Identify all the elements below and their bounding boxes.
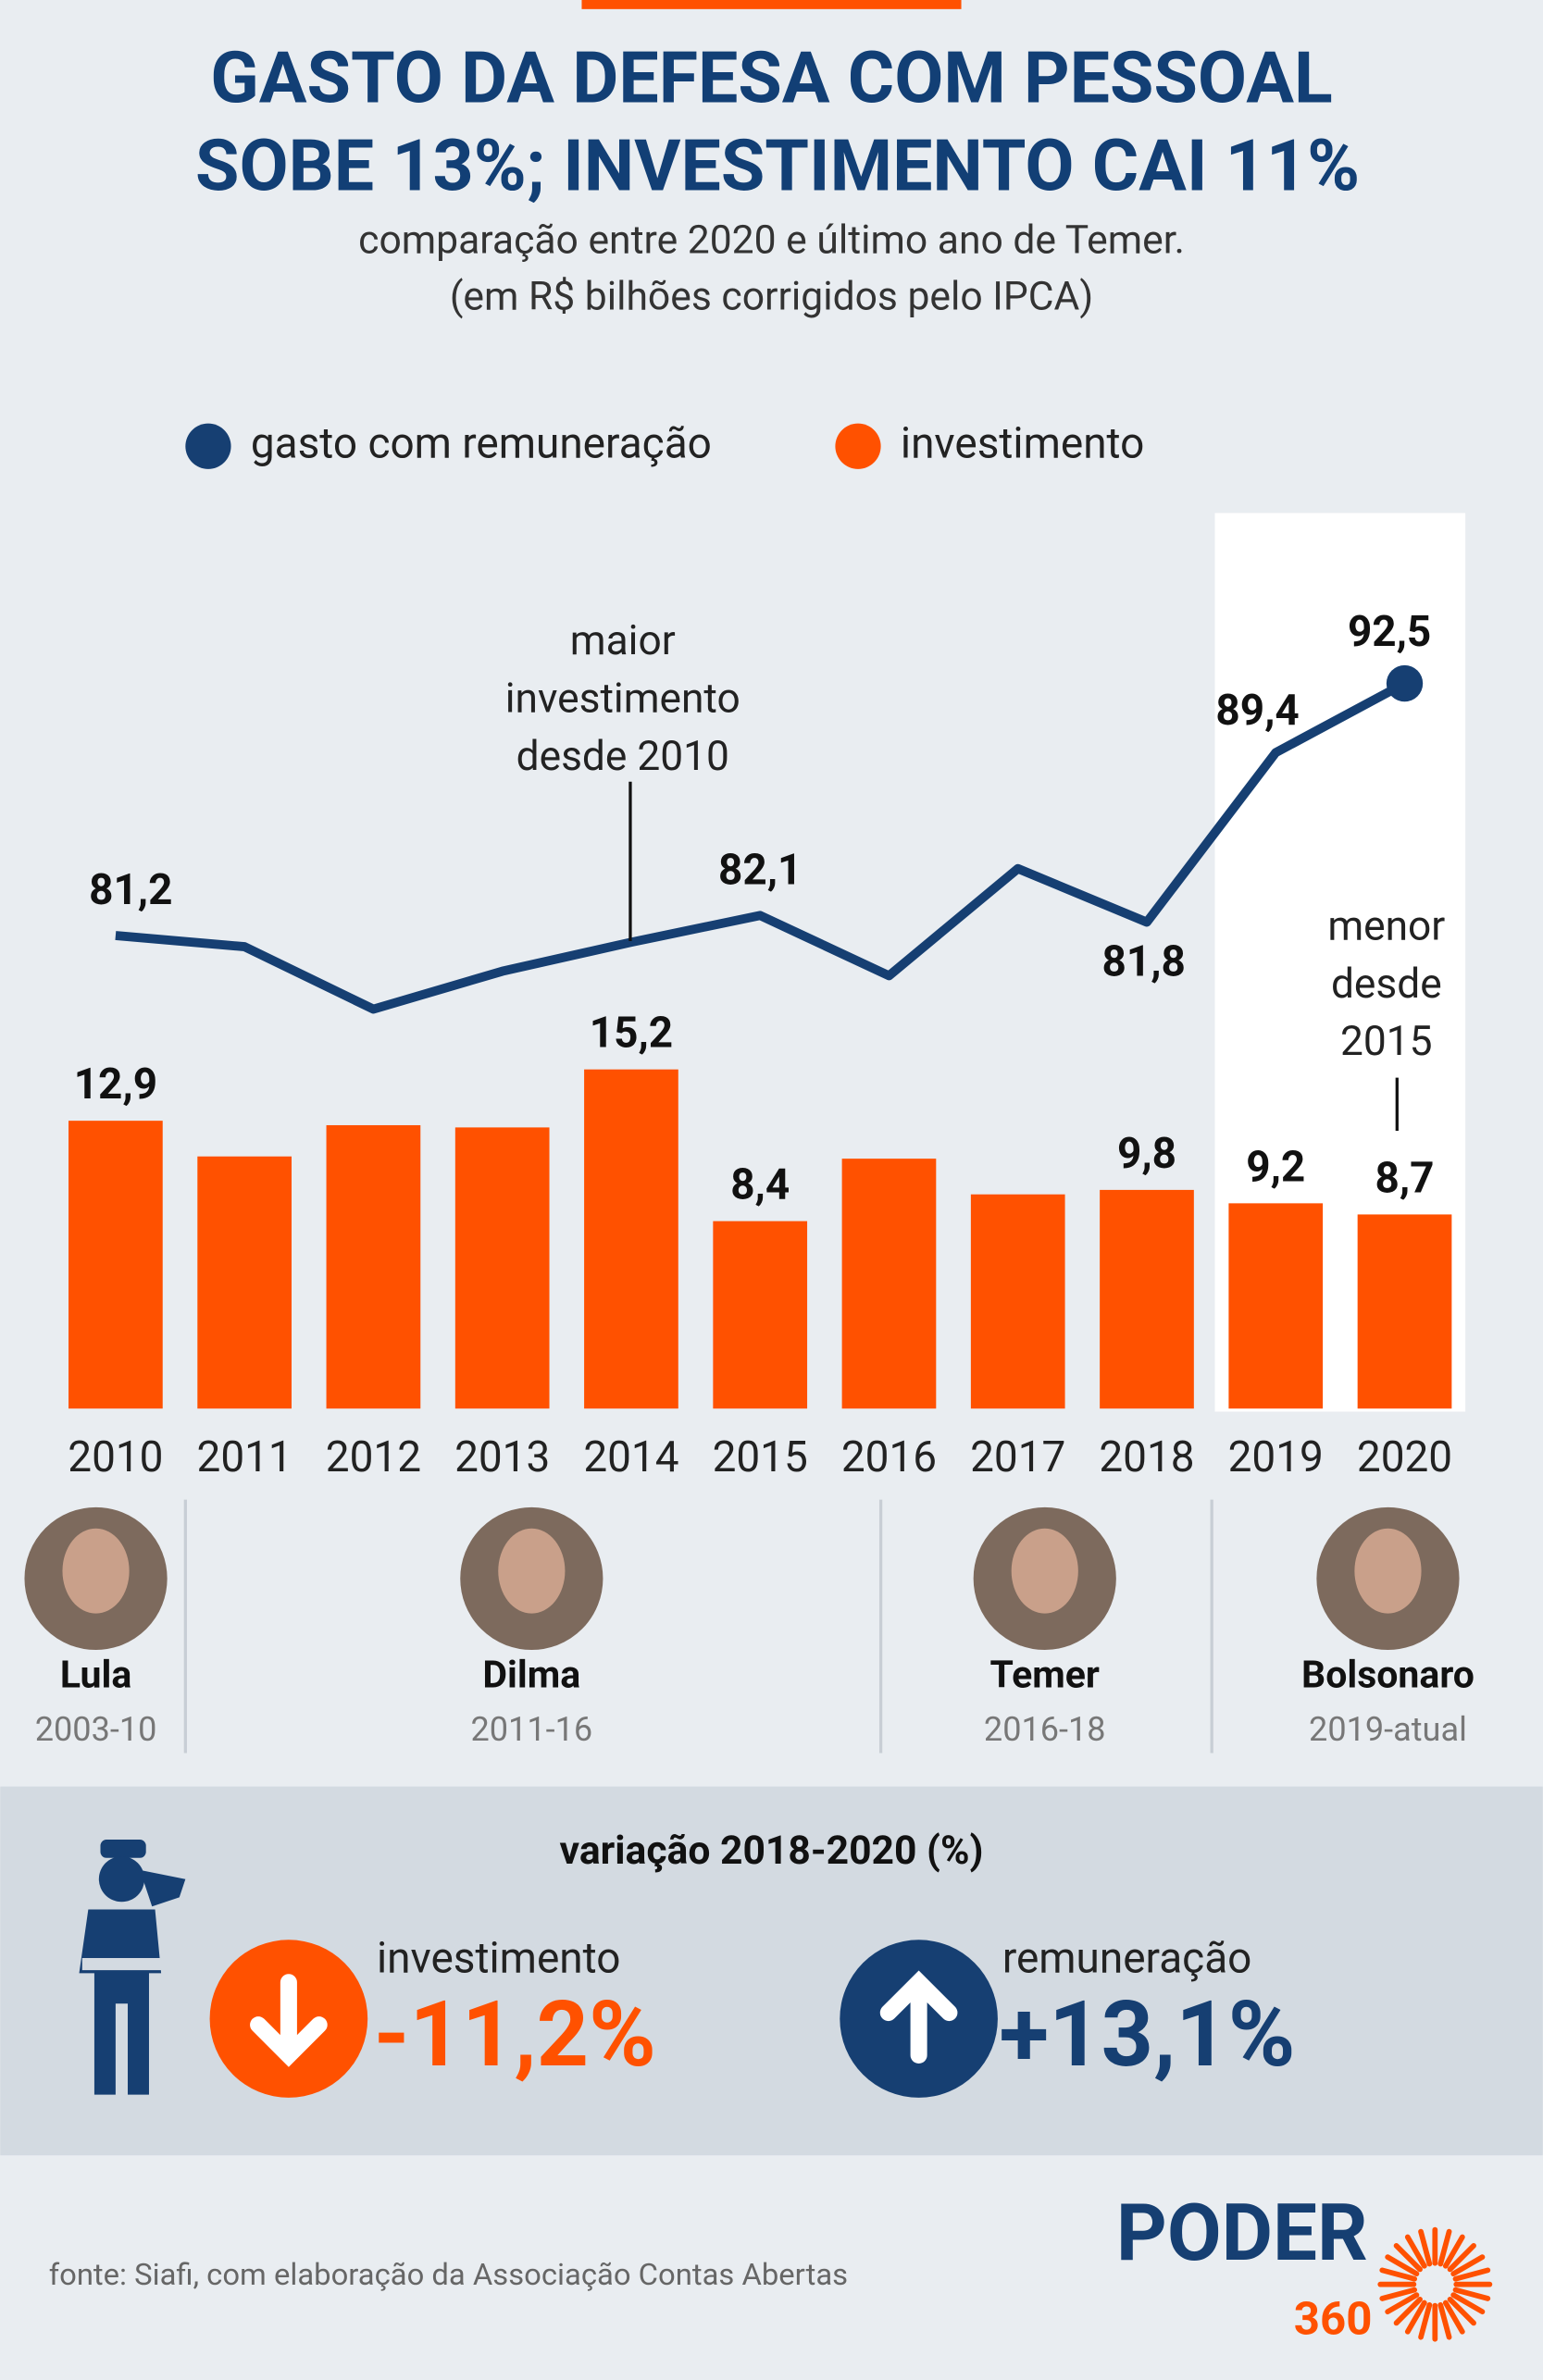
logo-ray [1379, 2287, 1418, 2301]
bar-value-label: 9,2 [1246, 1142, 1305, 1192]
logo-ray [1385, 2254, 1420, 2277]
annotation-text: desde 2010 [516, 732, 729, 780]
variation-label: remuneração [1002, 1933, 1252, 1983]
president-photo-face [1011, 1528, 1078, 1614]
annotation-text: maior [570, 616, 676, 664]
logo-ray [1442, 2234, 1465, 2269]
x-tick-label: 2017 [970, 1432, 1065, 1482]
x-tick-label: 2011 [197, 1432, 292, 1482]
logo-ray [1447, 2297, 1476, 2326]
x-tick-label: 2020 [1357, 1432, 1452, 1482]
legend-swatch [185, 423, 231, 469]
line-value-label: 82,1 [718, 846, 802, 896]
logo-ray [1404, 2299, 1427, 2335]
subtitle-line: comparação entre 2020 e último ano de Te… [358, 217, 1185, 264]
bar [1357, 1214, 1452, 1409]
title-line: SOBE 13%; INVESTIMENTO CAI 11% [195, 124, 1360, 208]
x-tick-label: 2016 [841, 1432, 937, 1482]
bar-value-label: 8,4 [730, 1160, 790, 1210]
bar [584, 1069, 678, 1409]
logo-sun [1377, 2226, 1493, 2342]
line-value-label: 92,5 [1348, 607, 1431, 657]
bar-value-label: 9,8 [1117, 1129, 1176, 1179]
president-name: Lula [60, 1653, 131, 1697]
x-tick-label: 2013 [454, 1432, 550, 1482]
x-tick-label: 2014 [583, 1432, 678, 1482]
variation-value: -11,2% [374, 1982, 656, 2089]
president-photo-face [498, 1528, 566, 1614]
top-accent [581, 0, 962, 9]
president-name: Bolsonaro [1301, 1653, 1475, 1697]
annotation-text: 2015 [1340, 1017, 1433, 1065]
president-name: Dilma [482, 1653, 580, 1697]
logo-ray [1452, 2287, 1491, 2301]
logo-ray [1404, 2234, 1427, 2269]
down-arrow [250, 1974, 328, 2067]
logo-ray [1450, 2292, 1486, 2315]
line-value-label: 81,8 [1102, 937, 1186, 987]
subtitle-line: (em R$ bilhões corrigidos pelo IPCA) [450, 273, 1093, 319]
source: fonte: Siafi, com elaboração da Associaç… [49, 2258, 848, 2293]
logo-ray [1450, 2254, 1486, 2277]
annotation-text: menor [1327, 902, 1445, 950]
line-end-dot [1386, 664, 1424, 702]
president-period: 2019-atual [1309, 1710, 1467, 1749]
logo-ray [1385, 2292, 1420, 2315]
logo-number: 360 [1294, 2293, 1373, 2347]
bar [970, 1194, 1065, 1409]
bar-value-label: 8,7 [1375, 1153, 1435, 1203]
president-period: 2011-16 [471, 1710, 593, 1749]
bar [68, 1121, 163, 1409]
bar [454, 1127, 550, 1409]
logo-ray [1393, 2297, 1423, 2326]
bar [326, 1124, 421, 1409]
x-tick-label: 2015 [713, 1432, 808, 1482]
bar [713, 1221, 808, 1409]
bar [1100, 1189, 1194, 1409]
legend-label: gasto com remuneração [251, 418, 712, 468]
x-tick-label: 2019 [1228, 1432, 1324, 1482]
logo-ray [1418, 2301, 1433, 2340]
legend-label: investimento [901, 418, 1144, 468]
bar [1228, 1203, 1324, 1409]
bar-value-label: 15,2 [590, 1009, 673, 1059]
bar [197, 1156, 292, 1409]
variation-title: variação 2018-2020 (%) [560, 1828, 984, 1874]
logo-ray [1442, 2299, 1465, 2335]
logo-ray [1393, 2243, 1423, 2273]
bar-value-label: 12,9 [74, 1060, 157, 1109]
up-arrow [879, 1970, 958, 2064]
line-value-label: 89,4 [1215, 686, 1299, 736]
president-name: Temer [990, 1653, 1100, 1697]
legend-swatch [835, 423, 881, 469]
annotation-text: desde [1331, 960, 1442, 1008]
variation-label: investimento [377, 1933, 620, 1983]
x-tick-label: 2012 [326, 1432, 421, 1482]
variation-value: +13,1% [1000, 1982, 1296, 2089]
logo-name: PODER [1116, 2187, 1368, 2279]
logo-ray [1437, 2228, 1452, 2267]
title-line: GASTO DA DEFESA COM PESSOAL [210, 36, 1333, 120]
bar [841, 1159, 937, 1409]
logo-ray [1437, 2301, 1452, 2340]
president-period: 2016-18 [984, 1710, 1106, 1749]
logo-ray [1418, 2228, 1433, 2267]
soldier-icon [79, 1840, 186, 2095]
logo-ray [1379, 2267, 1418, 2282]
president-photo-face [1354, 1528, 1422, 1614]
x-tick-label: 2018 [1099, 1432, 1194, 1482]
logo-ray [1447, 2243, 1476, 2273]
x-tick-label: 2010 [68, 1432, 163, 1482]
president-period: 2003-10 [35, 1710, 157, 1749]
line-value-label: 81,2 [89, 865, 172, 915]
annotation-text: investimento [505, 675, 740, 723]
line [115, 679, 1407, 1014]
logo-ray [1452, 2267, 1491, 2282]
president-photo-face [62, 1528, 130, 1614]
